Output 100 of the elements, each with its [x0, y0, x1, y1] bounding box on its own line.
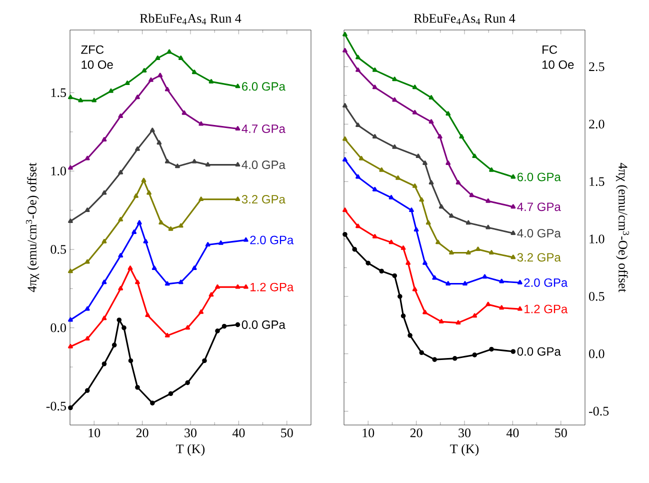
point [366, 260, 371, 266]
point [428, 119, 434, 124]
point [68, 344, 73, 348]
point [235, 84, 240, 88]
annotation: ZFC [81, 45, 104, 54]
point [142, 68, 147, 72]
point [135, 94, 140, 100]
point [84, 336, 90, 341]
point [466, 250, 471, 255]
point [499, 278, 504, 284]
point [108, 88, 114, 93]
point [102, 280, 107, 284]
point [432, 357, 438, 362]
point [489, 167, 494, 172]
point [102, 238, 107, 244]
point [449, 213, 454, 218]
point [135, 384, 140, 390]
x-tick-label: 30 [184, 428, 196, 438]
point [400, 314, 406, 318]
point [68, 94, 73, 100]
series-label: 0.0 GPa [517, 347, 561, 356]
point [419, 350, 424, 356]
point [68, 405, 73, 410]
point [392, 97, 398, 102]
point [412, 183, 418, 188]
point [437, 134, 442, 139]
point [356, 54, 360, 60]
point [422, 260, 428, 265]
point [358, 156, 364, 160]
x-tick-label: 30 [458, 428, 470, 438]
point [118, 286, 124, 290]
point [118, 114, 124, 118]
point [198, 196, 204, 202]
x-tick-label: 10 [88, 428, 100, 438]
point [372, 67, 378, 72]
point [150, 128, 155, 132]
point [102, 190, 107, 195]
point [205, 162, 210, 167]
y-tick-label: 0.5 [589, 292, 604, 301]
point [342, 48, 348, 52]
series-label: 3.2 GPa [517, 253, 561, 262]
point [192, 158, 197, 164]
y-tick-label: 2.0 [589, 120, 604, 129]
point [198, 309, 204, 314]
annotation: FC [542, 45, 558, 54]
y-tick-label: 1.5 [590, 177, 604, 186]
point [205, 242, 210, 246]
point [192, 70, 197, 74]
point [372, 84, 378, 90]
x-tick-label: 40 [506, 428, 519, 438]
point [416, 154, 421, 158]
point [342, 32, 348, 36]
point [486, 224, 491, 230]
point [400, 245, 406, 250]
series-label: 1.2 GPa [250, 282, 294, 292]
point [168, 391, 174, 396]
point [486, 198, 491, 203]
series-label: 6.0 GPa [517, 172, 561, 182]
point [182, 110, 187, 115]
point [92, 98, 97, 102]
point [428, 180, 434, 184]
point [192, 266, 197, 270]
point [122, 325, 126, 330]
point [462, 281, 468, 286]
point [164, 281, 170, 286]
point [396, 175, 400, 180]
point [466, 220, 471, 225]
point [342, 103, 348, 108]
series-label: 2.0 GPa [524, 278, 568, 287]
point [235, 196, 240, 202]
point [243, 284, 248, 289]
x-tick-label: 50 [281, 428, 293, 438]
point [459, 134, 464, 139]
x-axis-title: T (K) [176, 444, 205, 456]
point [406, 260, 411, 265]
point [379, 268, 384, 274]
point [164, 158, 170, 164]
point [388, 194, 394, 200]
y-tick-label: 1.0 [590, 234, 604, 244]
point [392, 273, 398, 278]
y-tick-label: 0.0 [589, 349, 604, 358]
point [102, 361, 107, 366]
point [178, 280, 184, 284]
point [235, 126, 240, 130]
point [112, 342, 117, 348]
point [510, 254, 516, 260]
point [422, 310, 428, 314]
point [356, 224, 360, 228]
point [178, 56, 184, 60]
point [342, 157, 348, 162]
point [84, 388, 90, 393]
point [202, 358, 207, 364]
point [78, 98, 84, 102]
point [168, 226, 174, 231]
series-label: 3.2 GPa [242, 195, 286, 204]
point [372, 186, 378, 192]
point [143, 238, 148, 244]
point [132, 230, 137, 234]
point [146, 190, 152, 195]
point [118, 253, 124, 258]
